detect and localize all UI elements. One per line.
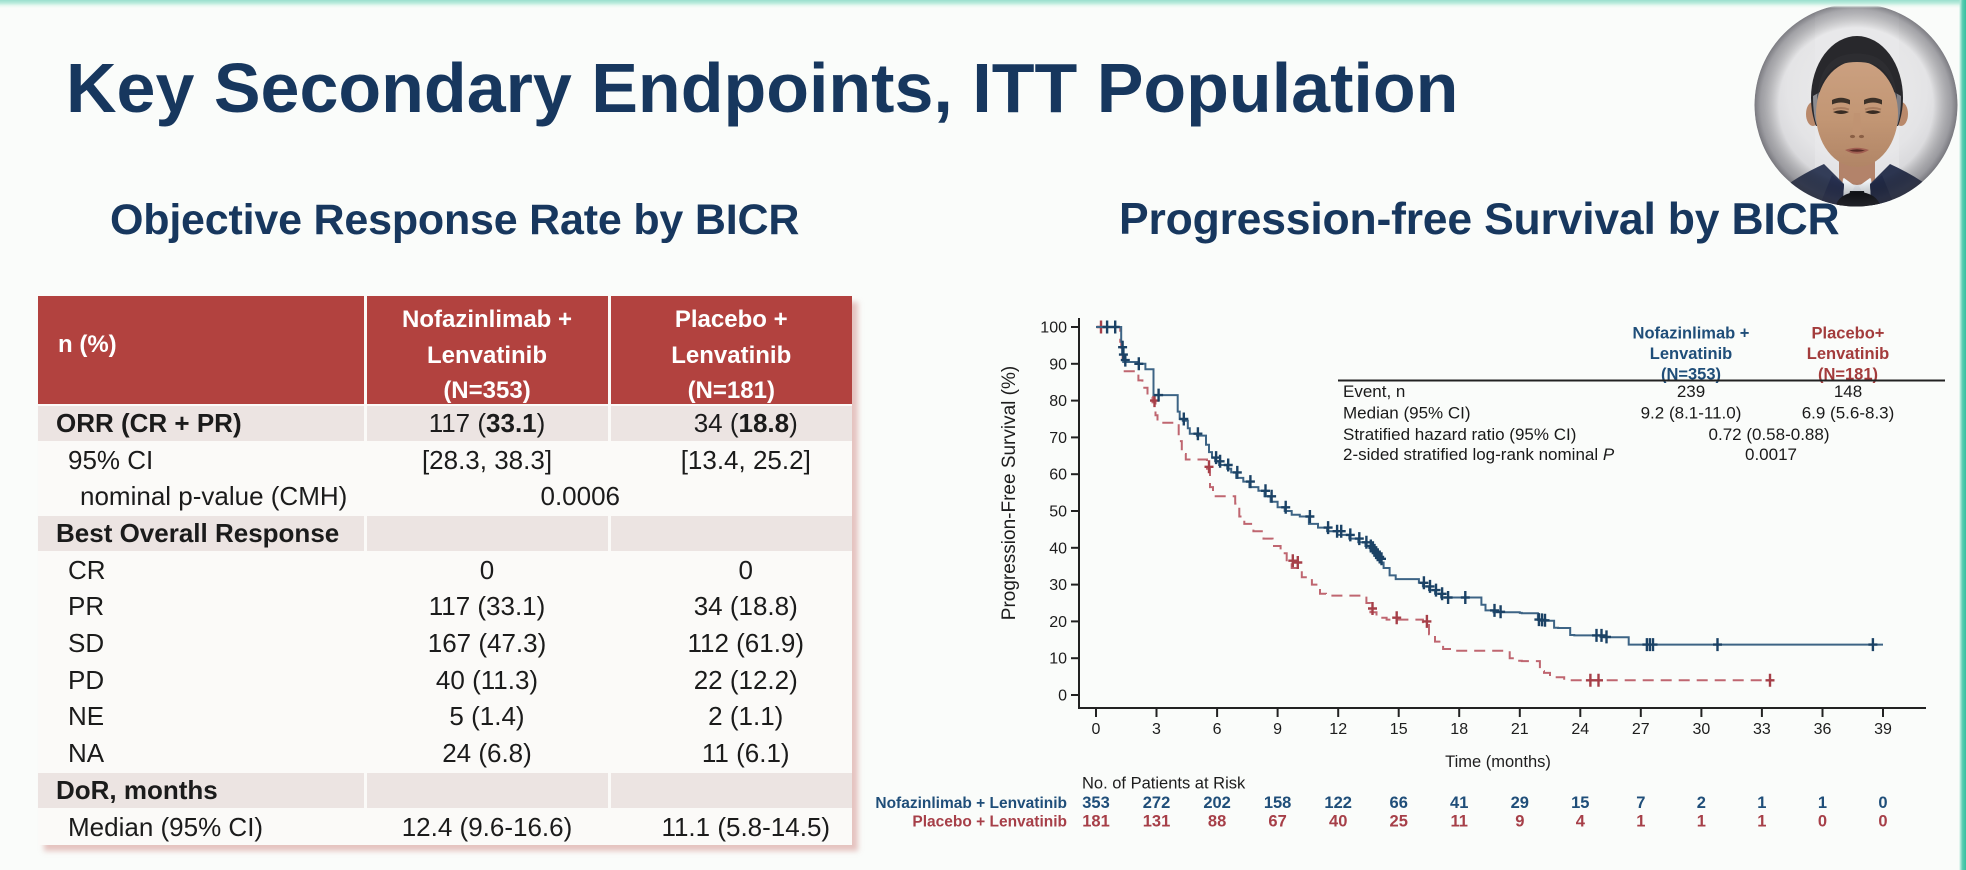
svg-text:40: 40	[1329, 813, 1347, 831]
svg-text:10: 10	[1049, 651, 1067, 668]
svg-text:272: 272	[1143, 794, 1171, 812]
svg-text:66: 66	[1390, 794, 1408, 812]
svg-text:1: 1	[1697, 813, 1706, 831]
svg-text:1: 1	[1818, 794, 1827, 812]
svg-text:15: 15	[1390, 721, 1408, 738]
svg-text:239: 239	[1677, 382, 1705, 401]
svg-text:Lenvatinib: Lenvatinib	[1650, 345, 1733, 363]
svg-text:70: 70	[1049, 430, 1067, 447]
svg-text:Stratified hazard ratio (95% C: Stratified hazard ratio (95% CI)	[1343, 425, 1576, 444]
svg-text:18: 18	[1450, 721, 1468, 738]
svg-text:6.9 (5.6-8.3): 6.9 (5.6-8.3)	[1802, 404, 1895, 423]
svg-text:Time (months): Time (months)	[1445, 753, 1551, 771]
svg-text:158: 158	[1264, 794, 1292, 812]
svg-text:60: 60	[1049, 467, 1067, 484]
svg-text:9: 9	[1273, 721, 1282, 738]
svg-text:Lenvatinib: Lenvatinib	[1807, 345, 1890, 363]
svg-text:Median (95% CI): Median (95% CI)	[1343, 404, 1471, 423]
svg-text:4: 4	[1576, 813, 1586, 831]
svg-text:Nofazinlimab +: Nofazinlimab +	[1633, 325, 1750, 343]
svg-text:50: 50	[1049, 504, 1067, 521]
svg-text:Placebo+: Placebo+	[1812, 325, 1885, 343]
svg-text:202: 202	[1203, 794, 1231, 812]
svg-text:11: 11	[1450, 813, 1467, 831]
svg-text:0.72 (0.58-0.88): 0.72 (0.58-0.88)	[1709, 425, 1830, 444]
svg-text:7: 7	[1636, 794, 1645, 812]
svg-text:0.0017: 0.0017	[1745, 445, 1797, 464]
svg-text:(N=181): (N=181)	[1818, 366, 1878, 384]
svg-text:25: 25	[1390, 813, 1408, 831]
svg-text:353: 353	[1082, 794, 1110, 812]
svg-text:80: 80	[1049, 393, 1067, 410]
svg-text:2: 2	[1697, 794, 1706, 812]
svg-text:29: 29	[1511, 794, 1529, 812]
svg-text:181: 181	[1082, 813, 1110, 831]
svg-text:30: 30	[1049, 577, 1067, 594]
svg-text:0: 0	[1878, 794, 1887, 812]
svg-text:0: 0	[1878, 813, 1887, 831]
svg-text:131: 131	[1143, 813, 1171, 831]
svg-text:21: 21	[1511, 721, 1529, 738]
svg-text:0: 0	[1092, 721, 1101, 738]
svg-text:Placebo + Lenvatinib: Placebo + Lenvatinib	[912, 814, 1067, 831]
svg-text:Progression-Free Survival (%): Progression-Free Survival (%)	[999, 366, 1020, 620]
svg-text:0: 0	[1058, 688, 1067, 705]
svg-text:90: 90	[1049, 356, 1067, 373]
svg-text:2-sided stratified log-rank no: 2-sided stratified log-rank nominal P	[1343, 445, 1615, 464]
svg-text:88: 88	[1208, 813, 1226, 831]
svg-text:36: 36	[1814, 721, 1832, 738]
svg-text:Event, n: Event, n	[1343, 382, 1405, 401]
svg-text:1: 1	[1757, 794, 1766, 812]
svg-text:100: 100	[1040, 320, 1067, 337]
svg-text:40: 40	[1049, 540, 1067, 557]
svg-text:Nofazinlimab + Lenvatinib: Nofazinlimab + Lenvatinib	[875, 795, 1067, 812]
svg-text:No. of Patients at Risk: No. of Patients at Risk	[1082, 775, 1246, 793]
svg-text:20: 20	[1049, 614, 1067, 631]
svg-text:1: 1	[1636, 813, 1645, 831]
svg-text:6: 6	[1213, 721, 1222, 738]
svg-text:15: 15	[1571, 794, 1589, 812]
svg-text:12: 12	[1329, 721, 1347, 738]
svg-text:9.2 (8.1-11.0): 9.2 (8.1-11.0)	[1641, 404, 1742, 423]
svg-text:30: 30	[1693, 721, 1711, 738]
svg-text:39: 39	[1874, 721, 1892, 738]
svg-text:67: 67	[1268, 813, 1286, 831]
svg-text:0: 0	[1818, 813, 1827, 831]
svg-text:3: 3	[1152, 721, 1161, 738]
svg-text:24: 24	[1571, 721, 1589, 738]
svg-text:33: 33	[1753, 721, 1771, 738]
svg-text:9: 9	[1515, 813, 1524, 831]
svg-text:148: 148	[1834, 382, 1862, 401]
svg-text:(N=353): (N=353)	[1661, 366, 1721, 384]
svg-text:122: 122	[1324, 794, 1352, 812]
svg-text:27: 27	[1632, 721, 1650, 738]
svg-text:41: 41	[1450, 794, 1468, 812]
svg-text:1: 1	[1757, 813, 1766, 831]
